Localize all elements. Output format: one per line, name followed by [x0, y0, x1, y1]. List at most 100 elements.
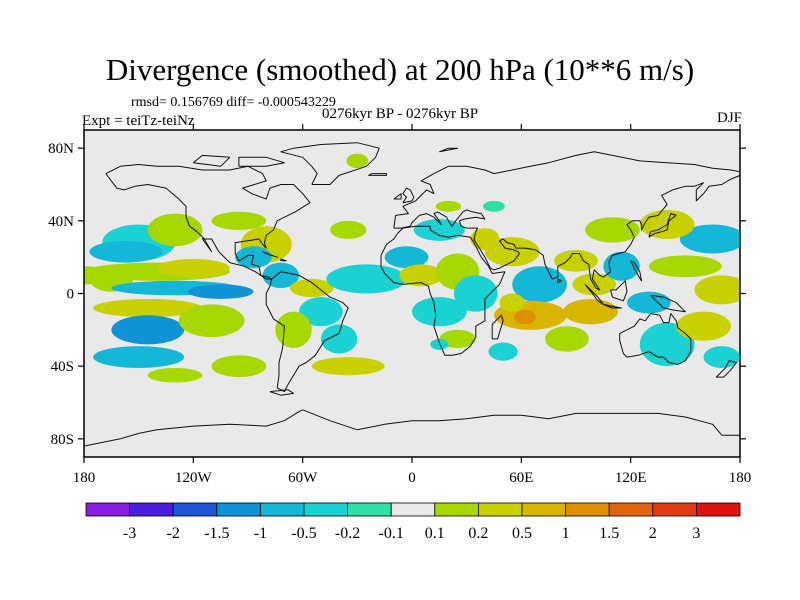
field-region-36 — [439, 329, 476, 348]
coastline-22 — [238, 156, 285, 167]
lon-tick-label: 180 — [729, 470, 752, 486]
coastline-3 — [393, 151, 740, 229]
divergence-field — [84, 153, 740, 383]
colorbar: -3 -2 -1.5 -1 -0.5 -0.2 -0.1 0.1 0.2 0.5 1 1.5 2 3 — [85, 502, 741, 542]
field-region-21 — [275, 311, 312, 349]
colorbar-swatch — [521, 502, 566, 517]
coastline-24 — [439, 147, 459, 153]
field-region-3 — [147, 213, 203, 247]
field-region-4 — [89, 240, 163, 263]
field-region-57 — [703, 346, 740, 368]
field-region-28 — [399, 264, 443, 287]
colorbar-swatch — [347, 502, 392, 517]
coastline-4 — [393, 174, 740, 291]
field-region-10 — [111, 315, 185, 345]
field-region-42 — [499, 293, 525, 312]
lat-tick-label: 80N — [48, 141, 74, 157]
colorbar-label: 0.2 — [468, 525, 488, 542]
colorbar-swatch — [434, 502, 479, 517]
colorbar-label: 3 — [692, 525, 700, 542]
field-region-6 — [156, 258, 230, 278]
coastline-6 — [302, 409, 740, 436]
field-region-56 — [585, 217, 640, 243]
experiment-label: Expt = teiTz-teiNz — [82, 113, 195, 129]
colorbar-label: 1.5 — [599, 525, 619, 542]
field-region-35 — [453, 275, 498, 312]
field-region-12 — [93, 346, 185, 368]
colorbar-swatch — [172, 502, 218, 517]
field-region-51 — [676, 311, 731, 341]
coastline-18 — [715, 360, 737, 378]
coastline-17 — [630, 260, 643, 282]
field-region-44 — [545, 326, 589, 352]
field-region-29 — [413, 219, 465, 241]
field-region-26 — [346, 153, 369, 169]
coastline-25 — [557, 278, 562, 284]
field-region-39 — [512, 266, 567, 303]
field-region-27 — [384, 246, 429, 269]
coastline-20 — [280, 258, 287, 262]
colorbar-label: -3 — [123, 525, 136, 542]
colorbar-label: 2 — [649, 525, 657, 542]
field-region-48 — [603, 251, 640, 281]
colorbar-label: 0.5 — [512, 525, 532, 542]
colorbar-label: -1 — [254, 525, 267, 542]
colorbar-swatch — [565, 502, 610, 517]
colorbar-label: -0.5 — [291, 525, 316, 542]
field-region-43 — [488, 342, 518, 361]
colorbar-label: -2 — [167, 525, 180, 542]
colorbar-label: -0.1 — [379, 525, 404, 542]
coastline-19 — [262, 251, 278, 258]
coastline-23 — [192, 154, 231, 167]
colorbar-label: 1 — [562, 525, 570, 542]
field-region-15 — [211, 211, 267, 230]
coastline-10 — [393, 193, 402, 200]
colorbar-swatch — [216, 502, 261, 517]
colorbar-swatch — [259, 502, 305, 517]
coastline-11 — [648, 213, 677, 238]
lon-tick-label: 60W — [288, 470, 318, 486]
latitude-axis: 80N 40N 0 40S 80S — [48, 141, 746, 448]
lon-tick-label: 0 — [408, 470, 416, 486]
colorbar-swatch — [652, 502, 697, 517]
season-label: DJF — [716, 110, 742, 126]
colorbar-swatch — [477, 502, 523, 517]
lat-tick-label: 80S — [51, 432, 74, 448]
period-label: 0276kyr BP - 0276kyr BP — [322, 106, 479, 122]
field-region-25 — [330, 220, 367, 240]
colorbar-swatch — [85, 502, 130, 517]
field-region-14 — [211, 355, 267, 378]
colorbar-swatch — [608, 502, 654, 517]
coastline-9 — [402, 187, 415, 204]
colorbar-label: 0.1 — [425, 525, 445, 542]
lat-tick-label: 0 — [67, 287, 75, 303]
colorbar-label: -1.5 — [204, 525, 229, 542]
lon-tick-label: 120E — [615, 470, 647, 486]
field-region-11 — [178, 304, 245, 338]
coastline-8 — [280, 142, 380, 185]
field-region-34 — [412, 297, 467, 327]
field-region-49 — [627, 291, 671, 314]
coastline-13 — [603, 303, 623, 309]
coastline-15 — [650, 294, 686, 313]
lat-tick-label: 40N — [48, 214, 74, 230]
lat-tick-label: 40S — [51, 359, 74, 375]
field-region-45 — [554, 249, 598, 272]
coastline-16 — [491, 314, 504, 340]
colorbar-label: -0.2 — [335, 525, 360, 542]
field-region-23 — [311, 357, 385, 376]
coastline-14 — [610, 280, 628, 302]
field-region-38 — [484, 237, 540, 267]
colorbar-swatch — [129, 502, 174, 517]
field-region-20 — [299, 297, 343, 327]
stats-text: rmsd= 0.156769 diff= -0.000543229 — [131, 95, 336, 110]
field-region-19 — [289, 278, 334, 298]
field-region-52 — [694, 275, 740, 305]
colorbar-swatch — [696, 502, 741, 517]
coastline-5 — [619, 313, 692, 365]
lon-tick-label: 60E — [509, 470, 533, 486]
map-title: Divergence (smoothed) at 200 hPa (10**6 … — [105, 52, 695, 87]
field-region-24 — [326, 264, 407, 294]
coastline-0 — [105, 164, 311, 280]
